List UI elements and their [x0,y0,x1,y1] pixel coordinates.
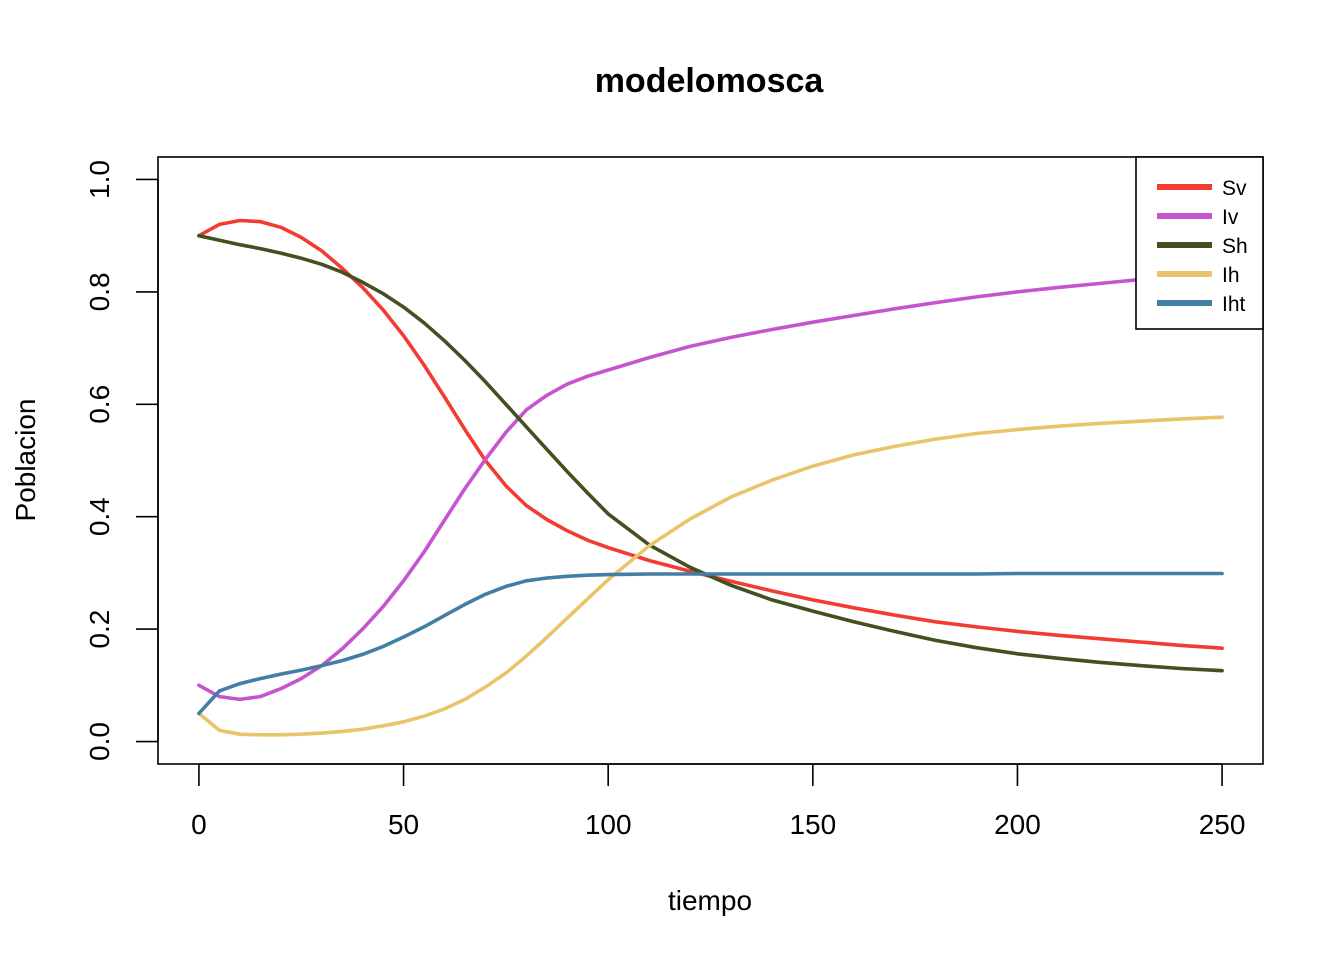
x-tick-label: 50 [388,809,419,840]
series-layer [197,218,1224,737]
y-axis-label: Poblacion [10,399,41,522]
y-tick-label: 0.8 [84,272,115,311]
legend-label-sv: Sv [1222,177,1247,200]
y-tick-label: 0.6 [84,385,115,424]
y-tick-label: 0.2 [84,610,115,649]
legend: Sv Iv Sh Ih Iht [1135,156,1264,330]
plot-box [157,156,1264,765]
x-tick-label: 150 [789,809,836,840]
y-tick-label: 0.4 [84,497,115,536]
series-line-ih [197,415,1224,737]
y-tick-label: 1.0 [84,160,115,199]
series-line-sh [197,233,1224,673]
x-axis-label: tiempo [668,885,752,916]
y-tick-label: 0.0 [84,722,115,761]
legend-label-ih: Ih [1222,264,1240,287]
chart-title: modelomosca [595,62,825,100]
x-axis: 0 50 100 150 200 250 [191,763,1246,840]
x-tick-label: 0 [191,809,207,840]
y-axis: 0.0 0.2 0.4 0.6 0.8 1.0 [84,160,159,761]
x-tick-label: 250 [1199,809,1246,840]
x-tick-label: 100 [585,809,632,840]
series-line-iht [197,571,1224,716]
legend-label-iht: Iht [1222,293,1246,316]
legend-label-sh: Sh [1222,235,1248,258]
series-line-sv [197,218,1224,651]
x-tick-label: 200 [994,809,1041,840]
legend-label-iv: Iv [1222,206,1239,229]
